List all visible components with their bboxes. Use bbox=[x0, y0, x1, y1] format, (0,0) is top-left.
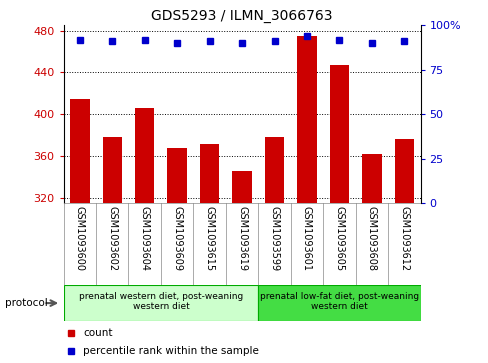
Bar bbox=[135, 108, 154, 203]
Text: GSM1093601: GSM1093601 bbox=[302, 206, 311, 271]
Text: GSM1093615: GSM1093615 bbox=[204, 206, 214, 271]
Text: protocol: protocol bbox=[5, 298, 47, 308]
Text: GSM1093600: GSM1093600 bbox=[75, 206, 84, 271]
Text: GSM1093609: GSM1093609 bbox=[172, 206, 182, 271]
Bar bbox=[232, 171, 251, 203]
Bar bbox=[258, 285, 420, 321]
Text: count: count bbox=[83, 328, 112, 338]
Text: prenatal low-fat diet, post-weaning
western diet: prenatal low-fat diet, post-weaning west… bbox=[259, 291, 418, 311]
Bar bbox=[70, 99, 89, 203]
Text: GSM1093612: GSM1093612 bbox=[399, 206, 408, 271]
Text: GSM1093605: GSM1093605 bbox=[334, 206, 344, 271]
Bar bbox=[297, 36, 316, 203]
Title: GDS5293 / ILMN_3066763: GDS5293 / ILMN_3066763 bbox=[151, 9, 332, 23]
Bar bbox=[167, 148, 186, 203]
Text: GSM1093608: GSM1093608 bbox=[366, 206, 376, 271]
Bar bbox=[264, 137, 284, 203]
Bar bbox=[394, 139, 413, 203]
Bar bbox=[200, 144, 219, 203]
Bar bbox=[362, 154, 381, 203]
Text: GSM1093604: GSM1093604 bbox=[140, 206, 149, 271]
Text: GSM1093599: GSM1093599 bbox=[269, 206, 279, 271]
Bar bbox=[329, 65, 348, 203]
Text: GSM1093602: GSM1093602 bbox=[107, 206, 117, 271]
Text: prenatal western diet, post-weaning
western diet: prenatal western diet, post-weaning west… bbox=[79, 291, 243, 311]
Text: percentile rank within the sample: percentile rank within the sample bbox=[83, 346, 259, 356]
Bar bbox=[63, 285, 258, 321]
Text: GSM1093619: GSM1093619 bbox=[237, 206, 246, 271]
Bar bbox=[102, 137, 122, 203]
